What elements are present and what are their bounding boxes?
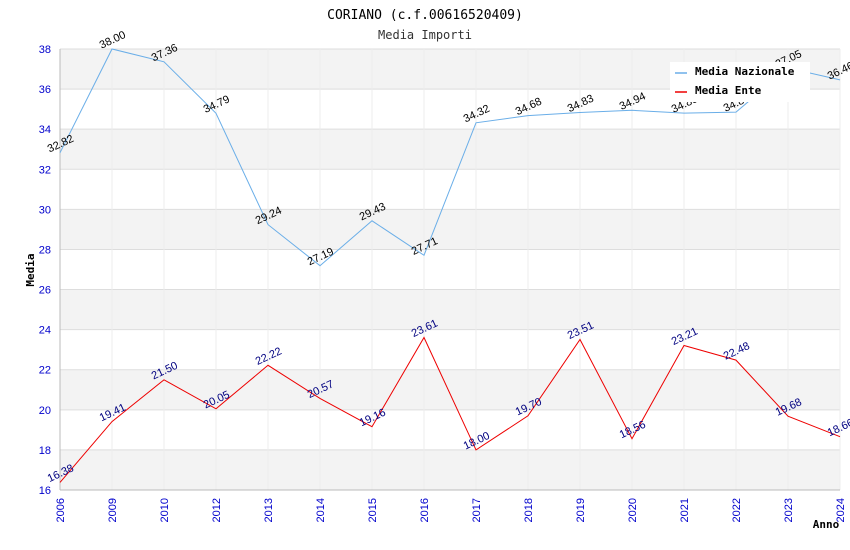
- data-label: 22.22: [254, 345, 284, 368]
- y-tick-label: 16: [39, 485, 51, 497]
- x-tick-label: 2018: [523, 498, 535, 522]
- chart-subtitle: Media Importi: [378, 28, 472, 42]
- y-axis-label: Media: [24, 253, 37, 286]
- y-tick-label: 18: [39, 445, 51, 457]
- data-label: 34.94: [618, 90, 648, 113]
- x-tick-label: 2016: [419, 498, 431, 522]
- x-tick-label: 2024: [835, 498, 847, 522]
- series-line-ente: [59, 336, 841, 483]
- x-tick-label: 2013: [263, 498, 275, 522]
- data-label: 34.79: [202, 93, 232, 116]
- x-axis-label: Anno: [813, 518, 840, 531]
- axes: [59, 49, 840, 491]
- data-label: 38.00: [98, 29, 128, 52]
- grid-band: [60, 289, 840, 330]
- series-lines: [59, 48, 841, 483]
- y-tick-labels: 16 18 20 22 24 26 28 30 32 34 36 38: [39, 44, 51, 497]
- y-tick-label: 26: [39, 285, 51, 297]
- data-label: 34.32: [462, 103, 492, 126]
- grid-band: [60, 209, 840, 250]
- grid-bands: [60, 49, 840, 490]
- y-tick-label: 22: [39, 365, 51, 377]
- y-tick-label: 34: [39, 124, 51, 136]
- x-tick-label: 2012: [211, 498, 223, 522]
- y-tick-label: 28: [39, 244, 51, 256]
- grid-band: [60, 369, 840, 410]
- y-tick-label: 30: [39, 204, 51, 216]
- grid-band: [60, 129, 840, 170]
- x-tick-label: 2021: [679, 498, 691, 522]
- legend-label-ente: Media Ente: [695, 84, 762, 97]
- x-tick-label: 2010: [159, 498, 171, 522]
- legend: Media Nazionale Media Ente: [670, 62, 810, 102]
- y-tick-label: 36: [39, 84, 51, 96]
- x-tick-label: 2017: [471, 498, 483, 522]
- x-tick-label: 2020: [627, 498, 639, 522]
- grid-band: [60, 449, 840, 490]
- x-tick-labels: 2006 2009 2010 2012 2013 2014 2015 2016 2017 2018…: [55, 498, 847, 522]
- legend-box: [670, 62, 810, 102]
- y-tick-label: 24: [39, 325, 51, 337]
- data-label: 18.66: [826, 417, 850, 440]
- x-tick-label: 2006: [55, 498, 67, 522]
- x-tick-label: 2014: [315, 498, 327, 522]
- chart-title: CORIANO (c.f.00616520409): [327, 8, 523, 23]
- x-tick-label: 2022: [731, 498, 743, 522]
- y-tick-label: 38: [39, 44, 51, 56]
- y-tick-label: 20: [39, 405, 51, 417]
- grid-lines: [59, 48, 841, 491]
- y-tick-label: 32: [39, 164, 51, 176]
- x-tick-label: 2009: [107, 498, 119, 522]
- x-tick-label: 2023: [783, 498, 795, 522]
- x-tick-label: 2019: [575, 498, 587, 522]
- x-tick-label: 2015: [367, 498, 379, 522]
- data-label: 22.48: [722, 340, 752, 363]
- legend-label-nazionale: Media Nazionale: [695, 65, 795, 78]
- series-line-nazionale: [59, 48, 841, 267]
